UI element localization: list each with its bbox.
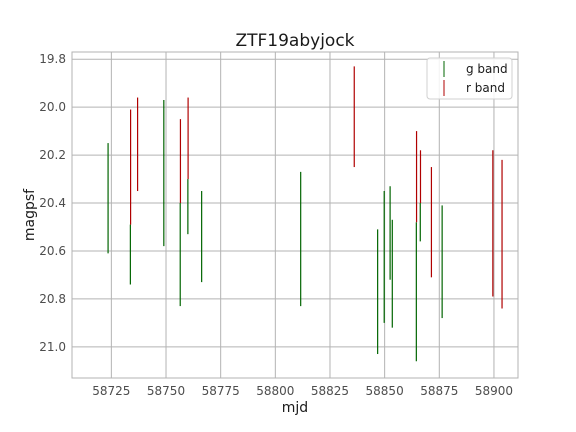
x-tick-label: 58775 xyxy=(202,384,240,398)
y-tick-label: 20.2 xyxy=(39,148,66,162)
y-tick-label: 20.8 xyxy=(39,292,66,306)
x-tick-label: 58850 xyxy=(366,384,404,398)
y-tick-label: 20.4 xyxy=(39,196,66,210)
x-tick-label: 58725 xyxy=(92,384,130,398)
legend-r-band-label: r band xyxy=(466,81,505,95)
x-axis-label: mjd xyxy=(282,400,308,416)
chart-title: ZTF19abyjock xyxy=(235,31,354,51)
legend: g band r band xyxy=(426,57,513,100)
x-tick-label: 58875 xyxy=(420,384,458,398)
y-axis-label: magpsf xyxy=(22,188,38,241)
y-tick-label: 20.0 xyxy=(39,100,66,114)
x-tick-label: 58825 xyxy=(311,384,349,398)
grid xyxy=(72,52,518,378)
x-tick-label: 58900 xyxy=(475,384,513,398)
y-tick-label: 19.8 xyxy=(39,52,66,66)
legend-g-band-label: g band xyxy=(466,62,508,76)
x-tick-labels: 58725 58750 58775 58800 58825 58850 58875 58900 xyxy=(92,384,513,398)
legend-box xyxy=(426,57,513,100)
data-layer xyxy=(107,66,503,362)
y-tick-label: 20.6 xyxy=(39,244,66,258)
x-tick-label: 58800 xyxy=(256,384,294,398)
x-tick-label: 58750 xyxy=(147,384,185,398)
y-tick-label: 21.0 xyxy=(39,340,66,354)
y-tick-labels: 19.8 20.0 20.2 20.4 20.6 20.8 21.0 xyxy=(39,52,66,354)
plot-area xyxy=(71,51,519,379)
